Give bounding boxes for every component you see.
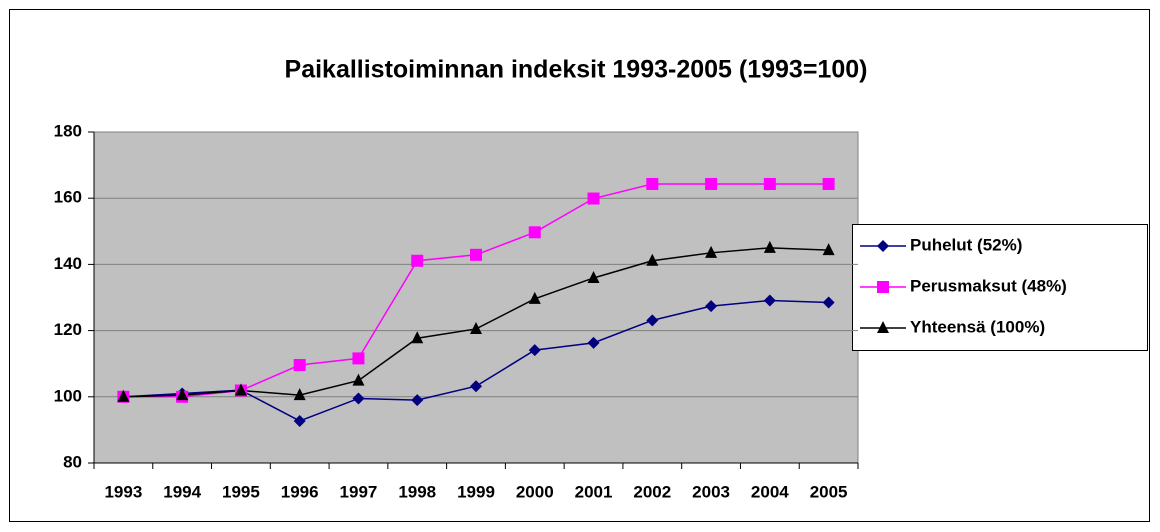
y-tick-label: 80 [63, 452, 82, 471]
data-point [705, 177, 718, 190]
data-point [352, 352, 365, 365]
legend-label: Perusmaksut (48%) [910, 276, 1067, 295]
data-point [293, 359, 306, 372]
data-point [705, 245, 718, 258]
y-tick-label: 180 [54, 121, 82, 140]
data-point [646, 253, 659, 266]
data-point [822, 177, 835, 190]
data-point [470, 248, 482, 261]
data-point [411, 254, 424, 267]
x-tick-label: 1993 [104, 482, 142, 501]
data-point [587, 336, 600, 349]
x-tick-label: 2003 [692, 482, 730, 501]
x-tick-label: 2001 [575, 482, 613, 501]
data-point [352, 373, 365, 386]
y-tick-label: 140 [54, 254, 82, 273]
x-tick-label: 2004 [751, 482, 789, 501]
data-point [763, 240, 776, 253]
x-tick-label: 1998 [398, 482, 436, 501]
data-point [470, 380, 482, 393]
legend-marker [877, 281, 889, 293]
plot-area [93, 131, 859, 464]
y-tick-label: 120 [54, 320, 82, 339]
data-point [705, 300, 718, 313]
legend-label: Yhteensä (100%) [910, 317, 1045, 336]
data-point [587, 192, 600, 205]
y-tick-label: 100 [54, 386, 82, 405]
data-point [176, 388, 189, 401]
data-point [470, 321, 482, 334]
chart-title: Paikallistoiminnan indeksit 1993-2005 (1… [285, 56, 868, 84]
data-point [646, 314, 659, 327]
x-tick-label: 2000 [516, 482, 554, 501]
data-point [528, 291, 541, 304]
data-point [822, 243, 835, 256]
data-point [646, 177, 659, 190]
legend-marker [877, 240, 889, 252]
data-point [763, 294, 776, 307]
legend-label: Puhelut (52%) [910, 235, 1022, 254]
x-tick-label: 2005 [810, 482, 848, 501]
data-point [411, 394, 424, 407]
data-point [528, 226, 541, 239]
x-tick-label: 2002 [633, 482, 671, 501]
data-point [352, 392, 365, 405]
x-tick-label: 1999 [457, 482, 495, 501]
data-point [822, 296, 835, 309]
data-point [234, 383, 247, 396]
data-point [117, 389, 130, 402]
y-tick-label: 160 [54, 188, 82, 207]
data-point [293, 388, 306, 401]
x-tick-label: 1995 [222, 482, 260, 501]
data-point [411, 331, 424, 344]
data-point [293, 414, 306, 427]
x-tick-label: 1996 [281, 482, 319, 501]
legend-marker [877, 321, 889, 333]
data-point [763, 177, 776, 190]
data-point [587, 270, 600, 283]
x-tick-label: 1994 [163, 482, 201, 501]
x-tick-label: 1997 [340, 482, 378, 501]
data-point [528, 344, 541, 357]
